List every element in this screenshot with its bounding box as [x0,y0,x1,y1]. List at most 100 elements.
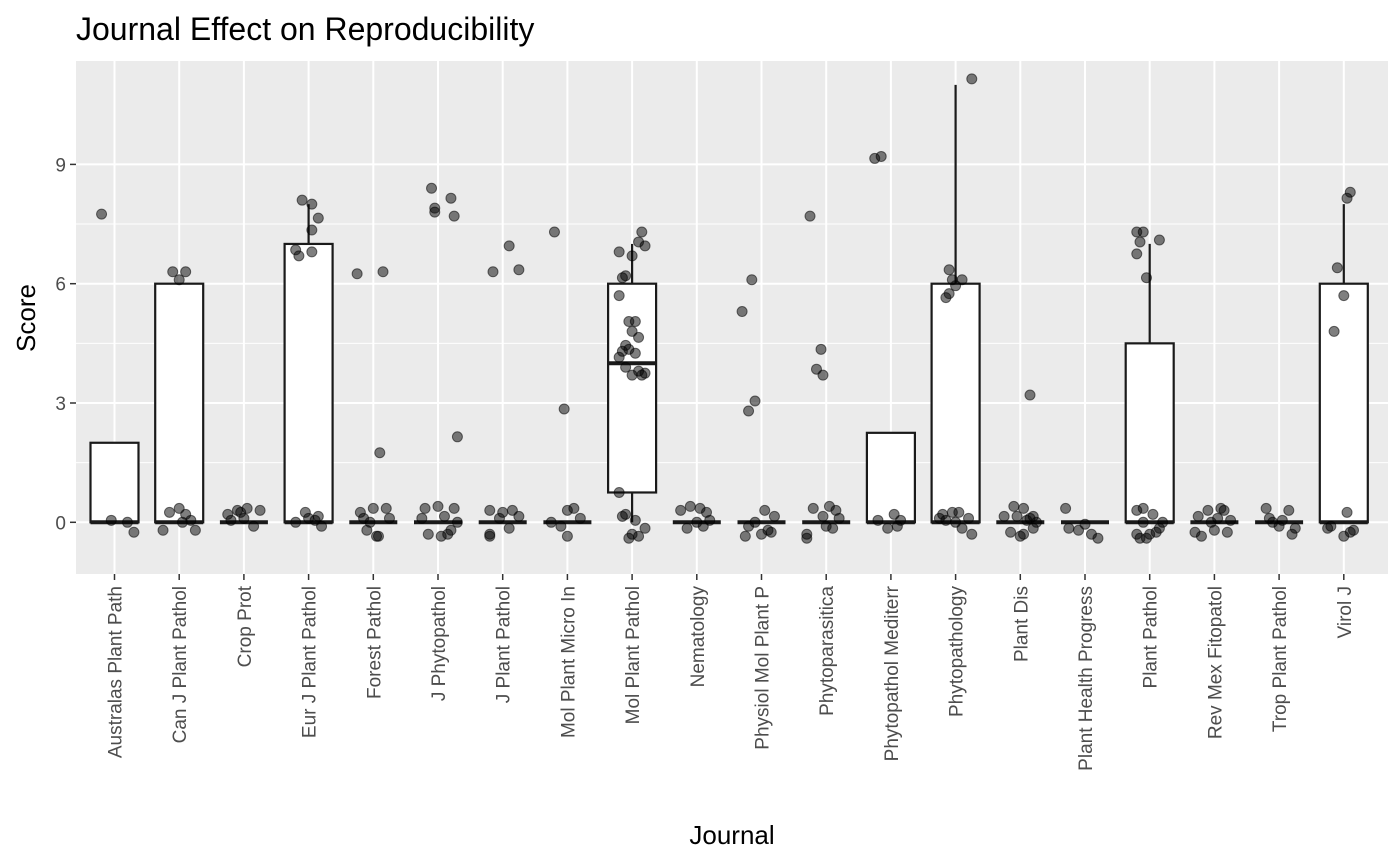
data-point [374,447,386,459]
data-point [633,331,645,343]
data-point [807,502,819,514]
data-point [1341,506,1353,518]
x-tick-label: Plant Health Progress [1076,586,1097,771]
data-point [743,405,755,417]
data-point [1137,502,1149,514]
data-point [756,528,767,540]
data-point [1060,502,1072,514]
data-point [1008,500,1020,512]
x-tick-label: Phytopathology [947,586,968,717]
data-point [613,351,625,363]
data-point [377,266,389,278]
box-rect [930,282,981,524]
data-point [128,526,140,538]
data-point [422,528,434,540]
data-point [736,306,748,318]
x-tick-label: Plant Pathol [1141,586,1162,688]
data-point [432,500,444,512]
data-point [749,516,761,528]
data-point [312,212,324,224]
x-tick-label: Physiol Mol Plant P [753,586,774,750]
data-point [445,524,457,536]
x-axis-title: Journal [689,820,774,850]
data-point [1338,530,1350,542]
data-point [419,502,431,514]
data-point [746,274,758,286]
data-point [225,514,237,526]
data-point [487,266,499,278]
chart-title: Journal Effect on Reproducibility [76,11,534,47]
data-point [1331,262,1343,274]
x-tick-label: Rev Mex Fitopatol [1205,586,1226,739]
x-tick-label: Australas Plant Path [106,586,127,758]
x-axis: Australas Plant Path Can J Plant Pathol Cr… [106,574,1356,771]
data-point [768,510,780,522]
data-point [1338,290,1350,302]
x-tick-label: Trop Plant Pathol [1270,586,1291,732]
data-point [749,395,761,407]
plot-panel [76,61,1388,574]
data-point [1283,504,1295,516]
data-point [484,530,496,542]
data-point [875,150,887,162]
data-point [180,266,192,278]
data-point [121,516,133,528]
data-point [306,246,318,258]
data-point [561,530,573,542]
data-point [1137,516,1149,528]
data-point [568,502,580,514]
data-point [833,512,845,524]
y-tick-label: 6 [55,275,66,296]
data-point [303,512,315,524]
data-point [235,506,247,518]
data-point [1276,514,1288,526]
data-point [953,506,965,518]
data-point [367,502,379,514]
box-rect [283,242,334,524]
data-point [620,508,632,520]
data-point [956,274,968,286]
data-point [966,73,978,85]
data-point [675,504,687,516]
data-point [1140,532,1152,544]
data-point [1011,510,1023,522]
box-rect [154,282,205,524]
data-point [684,500,696,512]
x-tick-label: J Phytopathol [429,586,450,701]
data-point [1289,522,1301,534]
data-point [167,266,179,278]
point-layer [96,73,1360,544]
data-point [503,522,515,534]
data-point [1137,226,1149,238]
data-point [351,268,363,280]
data-point [293,250,305,262]
data-point [1328,325,1340,337]
data-point [290,516,302,528]
data-point [620,361,632,373]
data-point [704,514,716,526]
data-point [545,516,557,528]
y-tick-label: 9 [55,155,66,176]
data-point [815,343,827,355]
data-point [383,512,395,524]
data-point [1260,502,1272,514]
data-point [185,514,197,526]
data-point [1063,522,1075,534]
x-tick-label: Mol Plant Micro In [558,586,579,738]
data-point [451,516,463,528]
data-point [626,369,638,381]
data-point [1140,272,1152,284]
x-tick-label: Phytopathol Mediterr [882,585,903,761]
data-point [1024,389,1036,401]
data-point [1192,510,1204,522]
data-point [451,431,463,443]
data-point [629,514,641,526]
data-point [306,224,318,236]
data-point [1344,186,1356,198]
box-rect [606,282,658,494]
data-point [316,520,328,532]
data-point [1202,504,1214,516]
data-point [312,510,324,522]
data-point [513,264,525,276]
